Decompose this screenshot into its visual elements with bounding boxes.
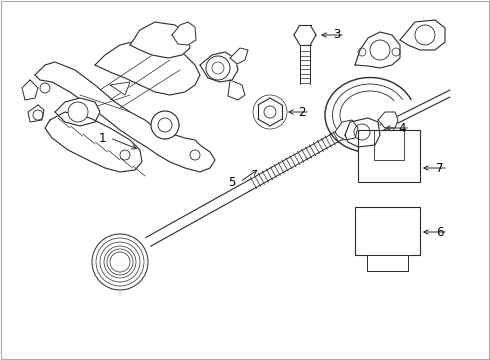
Polygon shape: [230, 48, 248, 64]
Polygon shape: [28, 105, 44, 122]
Text: 5: 5: [228, 175, 236, 189]
Polygon shape: [130, 22, 190, 58]
Polygon shape: [355, 32, 400, 68]
Polygon shape: [345, 118, 380, 147]
Circle shape: [206, 56, 230, 80]
Circle shape: [151, 111, 179, 139]
Polygon shape: [45, 112, 142, 172]
Circle shape: [92, 234, 148, 290]
Polygon shape: [22, 80, 38, 100]
Polygon shape: [367, 255, 408, 271]
Polygon shape: [200, 52, 238, 82]
Polygon shape: [228, 80, 245, 100]
Bar: [355, 207, 420, 255]
Text: 2: 2: [298, 105, 306, 118]
Text: 6: 6: [436, 225, 444, 238]
Text: 1: 1: [98, 131, 106, 144]
Text: 4: 4: [398, 122, 406, 135]
Bar: [358, 130, 420, 182]
Polygon shape: [95, 40, 200, 95]
Text: 7: 7: [436, 162, 444, 175]
Polygon shape: [172, 22, 196, 45]
Polygon shape: [400, 20, 445, 50]
Circle shape: [68, 102, 88, 122]
Polygon shape: [55, 98, 100, 126]
Polygon shape: [35, 62, 215, 172]
Polygon shape: [110, 82, 130, 95]
Polygon shape: [335, 120, 358, 140]
Polygon shape: [378, 112, 398, 128]
Text: 3: 3: [333, 28, 341, 41]
